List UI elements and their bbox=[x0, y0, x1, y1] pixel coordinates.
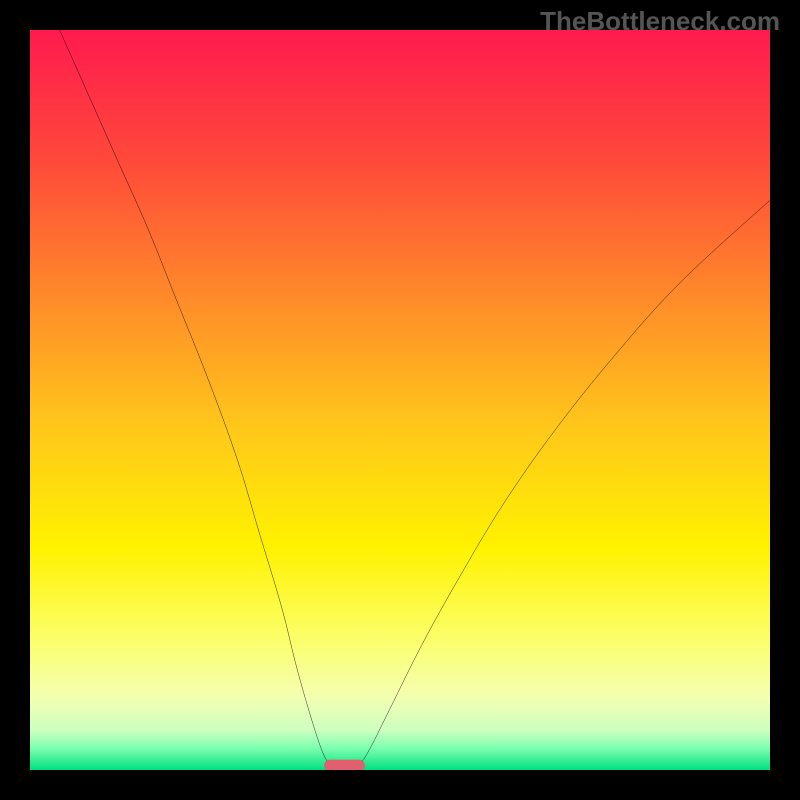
gradient-background bbox=[30, 30, 770, 770]
figure-root: TheBottleneck.com bbox=[0, 0, 800, 800]
min-marker bbox=[324, 760, 365, 770]
chart-svg bbox=[30, 30, 770, 770]
plot-area bbox=[30, 30, 770, 770]
